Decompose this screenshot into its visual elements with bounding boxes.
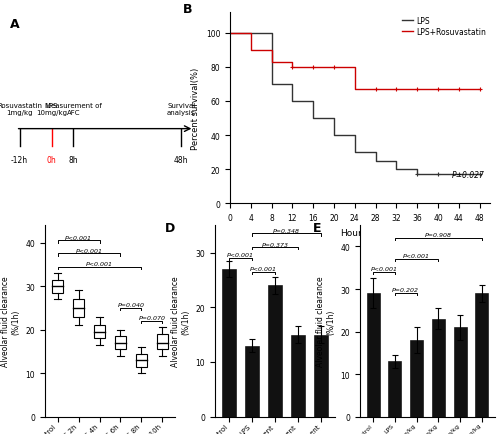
LPS <box>331 133 337 138</box>
LPS+Rosuvastatin <box>268 60 274 65</box>
Bar <box>291 335 305 417</box>
Text: Rosuvastatin
1mg/kg: Rosuvastatin 1mg/kg <box>0 102 42 115</box>
Text: B: B <box>183 3 192 16</box>
LPS <box>352 133 358 138</box>
Text: P<0.001: P<0.001 <box>76 249 102 253</box>
Text: P<0.001: P<0.001 <box>227 253 254 258</box>
Y-axis label: Percent survival(%): Percent survival(%) <box>191 67 200 150</box>
Text: 0h: 0h <box>47 155 56 164</box>
LPS+Rosuvastatin <box>227 31 233 36</box>
LPS <box>414 167 420 172</box>
Legend: LPS, LPS+Rosuvastatin: LPS, LPS+Rosuvastatin <box>402 17 486 37</box>
LPS <box>456 172 462 178</box>
Bar <box>454 328 466 417</box>
Text: P=0.027: P=0.027 <box>452 171 485 180</box>
Text: P<0.001: P<0.001 <box>86 262 113 266</box>
LPS+Rosuvastatin <box>290 65 296 70</box>
LPS <box>290 99 296 104</box>
LPS+Rosuvastatin <box>290 60 296 65</box>
Text: P<0.001: P<0.001 <box>250 266 277 272</box>
LPS+Rosuvastatin <box>248 48 254 53</box>
LPS <box>394 167 400 172</box>
Text: Survival
analysis: Survival analysis <box>167 102 196 115</box>
LPS <box>372 150 378 155</box>
LPS <box>435 172 441 178</box>
Bar <box>114 336 126 349</box>
Text: A: A <box>10 18 20 31</box>
LPS+Rosuvastatin <box>372 87 378 92</box>
Bar <box>136 354 147 367</box>
Bar <box>314 335 328 417</box>
LPS <box>310 116 316 122</box>
LPS <box>394 159 400 164</box>
Text: 8h: 8h <box>68 155 78 164</box>
X-axis label: Hours(h): Hours(h) <box>340 228 380 237</box>
Bar <box>156 334 168 349</box>
Bar <box>268 286 282 417</box>
LPS <box>372 159 378 164</box>
LPS+Rosuvastatin <box>268 48 274 53</box>
Bar <box>432 319 445 417</box>
LPS <box>290 82 296 87</box>
Text: P=0.040: P=0.040 <box>118 303 144 308</box>
Bar <box>388 362 402 417</box>
Line: LPS+Rosuvastatin: LPS+Rosuvastatin <box>230 33 480 90</box>
Text: P=0.070: P=0.070 <box>138 316 166 321</box>
Bar <box>245 346 259 417</box>
LPS+Rosuvastatin <box>476 87 482 92</box>
Line: LPS: LPS <box>230 33 480 175</box>
Text: -12h: -12h <box>11 155 28 164</box>
LPS <box>310 99 316 104</box>
LPS <box>435 172 441 178</box>
LPS <box>476 172 482 178</box>
Y-axis label: Alveolar fluid clearance
(%/1h): Alveolar fluid clearance (%/1h) <box>170 276 190 366</box>
Text: P<0.001: P<0.001 <box>370 266 398 272</box>
LPS <box>331 116 337 122</box>
Text: P=0.373: P=0.373 <box>262 242 288 247</box>
LPS <box>248 31 254 36</box>
LPS+Rosuvastatin <box>352 87 358 92</box>
LPS <box>268 82 274 87</box>
Text: E: E <box>313 222 321 235</box>
Text: Measurement of
AFC: Measurement of AFC <box>45 102 102 115</box>
LPS <box>352 150 358 155</box>
LPS <box>456 172 462 178</box>
Bar <box>410 340 423 417</box>
Y-axis label: Alveolar fluid clearance
(%/1h): Alveolar fluid clearance (%/1h) <box>316 276 335 366</box>
LPS+Rosuvastatin <box>372 87 378 92</box>
LPS <box>227 31 233 36</box>
Text: P=0.908: P=0.908 <box>425 233 452 237</box>
LPS+Rosuvastatin <box>352 65 358 70</box>
LPS <box>268 65 274 70</box>
Text: P=0.202: P=0.202 <box>392 288 419 293</box>
Text: P=0.348: P=0.348 <box>273 228 300 233</box>
Text: P<0.001: P<0.001 <box>65 236 92 240</box>
Text: P<0.001: P<0.001 <box>403 254 430 259</box>
Y-axis label: Alveolar fluid clearance
(%/1h): Alveolar fluid clearance (%/1h) <box>0 276 20 366</box>
Bar <box>73 299 85 317</box>
Bar <box>52 280 64 293</box>
Text: 48h: 48h <box>174 155 188 164</box>
LPS+Rosuvastatin <box>248 31 254 36</box>
Text: LPS
10mg/kg: LPS 10mg/kg <box>36 102 68 115</box>
LPS <box>414 172 420 178</box>
Text: D: D <box>164 222 175 235</box>
Bar <box>222 270 236 417</box>
Bar <box>476 293 488 417</box>
Bar <box>94 326 106 339</box>
Bar <box>366 293 380 417</box>
